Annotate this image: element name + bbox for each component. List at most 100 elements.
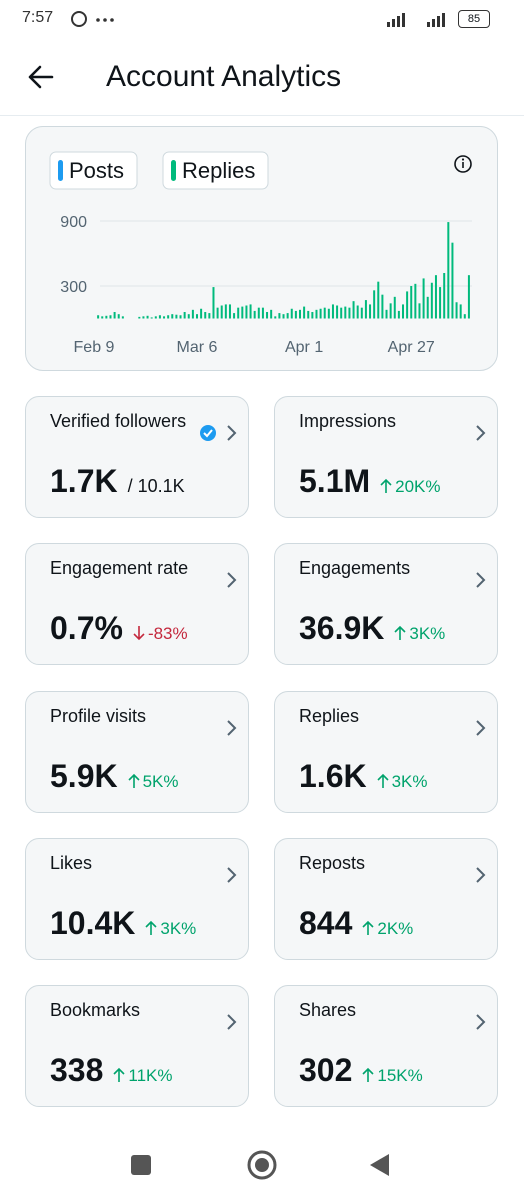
y-tick-label: 300	[60, 279, 87, 296]
bar	[364, 300, 367, 319]
bar	[303, 306, 306, 319]
bar	[282, 314, 285, 319]
bar	[241, 306, 244, 319]
bar	[249, 304, 252, 319]
bar	[430, 282, 433, 319]
metric-card[interactable]: Profile visits 5.9K 5K%	[25, 690, 249, 813]
metric-label: Engagements	[299, 558, 411, 579]
x-tick-label: Mar 6	[177, 339, 218, 356]
x-tick-label: Feb 9	[74, 339, 115, 356]
bar	[393, 296, 396, 319]
bar	[319, 308, 322, 319]
bar	[138, 316, 141, 319]
divider	[0, 115, 524, 116]
nav-recents[interactable]	[131, 1155, 151, 1175]
metric-change: 3K%	[394, 624, 445, 643]
bar	[175, 314, 178, 319]
bar	[443, 273, 446, 319]
metric-change: 3K%	[377, 772, 428, 791]
metric-label: Verified followers	[50, 411, 187, 431]
bar	[418, 303, 421, 319]
metric-value: 36.9K	[299, 610, 385, 647]
metric-card[interactable]: Reposts 844 2K%	[274, 837, 498, 960]
bar	[200, 308, 203, 319]
metric-label: Likes	[50, 852, 93, 873]
change-text: 3K%	[391, 771, 428, 791]
chevron	[476, 867, 486, 883]
metric-card[interactable]: Replies 1.6K 3K%	[274, 690, 498, 813]
bar	[228, 304, 231, 319]
bar	[278, 313, 281, 319]
chevron-path	[476, 719, 486, 736]
chevron-path	[476, 572, 486, 589]
bar	[455, 302, 458, 319]
bar	[97, 315, 100, 319]
metric-change: 2K%	[362, 919, 413, 938]
change-text: 3K%	[409, 624, 446, 644]
back-button[interactable]	[26, 62, 56, 92]
badge-check	[203, 429, 213, 438]
bar	[294, 310, 297, 319]
bar	[459, 304, 462, 319]
bar	[344, 306, 347, 319]
bar	[237, 307, 240, 319]
metric-value: 338	[50, 1052, 104, 1089]
change-text: 11K%	[128, 1066, 173, 1086]
nav-back[interactable]	[370, 1154, 389, 1176]
metric-value: 10.4K	[50, 904, 136, 941]
bar	[167, 315, 170, 319]
chevron-path	[476, 425, 486, 441]
metric-value-row: 36.9K 3K%	[299, 610, 445, 647]
legend-chip[interactable]	[162, 151, 269, 190]
chevron-path	[227, 425, 237, 441]
metric-card[interactable]: Engagement rate 0.7% -83%	[25, 543, 249, 666]
chevron	[476, 425, 486, 441]
bar	[406, 291, 409, 319]
chevron-path	[227, 1014, 237, 1030]
legend-swatch	[58, 160, 63, 181]
legend-label: Posts	[69, 158, 124, 183]
metric-card[interactable]: Likes 10.4K 3K%	[25, 837, 249, 960]
legend-chip[interactable]	[49, 151, 138, 190]
chevron	[227, 1014, 237, 1030]
metric-card[interactable]: Shares 302 15K%	[274, 985, 498, 1108]
change-arrow	[377, 773, 389, 788]
bar	[410, 286, 413, 319]
info-icon[interactable]	[454, 155, 472, 173]
arrow-path	[394, 626, 406, 641]
bar	[146, 315, 149, 319]
metric-change: 3K%	[145, 919, 196, 938]
metric-card[interactable]: Verified followers 1.7K / 10.1K	[25, 396, 249, 518]
change-arrow	[145, 920, 157, 935]
metric-card[interactable]: Impressions 5.1M 20K%	[274, 396, 498, 518]
metric-label: Profile visits	[50, 705, 147, 726]
bar	[348, 307, 351, 319]
metric-value: 844	[299, 904, 353, 941]
bar	[352, 301, 355, 319]
bar	[414, 283, 417, 319]
metric-value: 1.6K	[299, 757, 367, 794]
bar	[101, 316, 104, 319]
metric-value-row: 1.6K 3K%	[299, 758, 428, 795]
metric-card[interactable]: Engagements 36.9K 3K%	[274, 543, 498, 666]
bar	[212, 287, 215, 319]
change-arrow	[394, 626, 406, 641]
bar	[336, 305, 339, 319]
bar	[290, 308, 293, 319]
chevron	[476, 572, 486, 589]
metric-card[interactable]: Bookmarks 338 11K%	[25, 985, 249, 1108]
arrow-path	[362, 1068, 374, 1083]
bar	[299, 309, 301, 319]
metric-label: Bookmarks	[50, 1000, 141, 1021]
metric-label: Engagement rate	[50, 558, 189, 579]
bar	[331, 304, 334, 319]
nav-home[interactable]	[247, 1150, 277, 1180]
bar	[307, 310, 310, 319]
info-icon-dot	[461, 158, 465, 161]
metric-value: 302	[299, 1052, 353, 1089]
page-title: Account Analytics	[106, 60, 342, 93]
bar	[360, 307, 363, 319]
metric-value-row: 302 15K%	[299, 1052, 423, 1089]
arrow-path	[133, 626, 145, 641]
